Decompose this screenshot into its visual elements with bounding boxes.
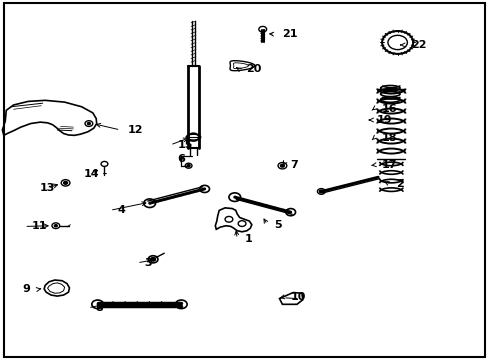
Text: 4: 4: [117, 205, 125, 215]
Text: 3: 3: [144, 258, 152, 268]
Text: 6: 6: [177, 154, 185, 164]
Text: 20: 20: [246, 64, 261, 74]
Text: 12: 12: [127, 125, 143, 135]
Text: 1: 1: [244, 234, 252, 244]
Text: 21: 21: [282, 29, 297, 39]
Text: 19: 19: [376, 115, 391, 125]
Text: 2: 2: [395, 179, 403, 189]
Text: 16: 16: [381, 104, 396, 113]
Circle shape: [280, 164, 284, 167]
Text: 5: 5: [274, 220, 282, 230]
Text: 14: 14: [83, 168, 99, 179]
Text: 17: 17: [381, 160, 396, 170]
Text: 18: 18: [381, 133, 396, 143]
Circle shape: [150, 257, 155, 261]
Text: 13: 13: [40, 183, 55, 193]
Circle shape: [319, 190, 323, 193]
Text: 10: 10: [289, 292, 305, 302]
Circle shape: [63, 181, 67, 184]
Text: 7: 7: [289, 160, 297, 170]
Circle shape: [54, 225, 57, 227]
Circle shape: [187, 165, 190, 167]
Text: 22: 22: [410, 40, 426, 50]
Text: 9: 9: [22, 284, 30, 294]
Circle shape: [87, 122, 90, 125]
Text: 15: 15: [177, 140, 192, 150]
Text: 11: 11: [31, 221, 47, 231]
Text: 8: 8: [95, 303, 103, 313]
